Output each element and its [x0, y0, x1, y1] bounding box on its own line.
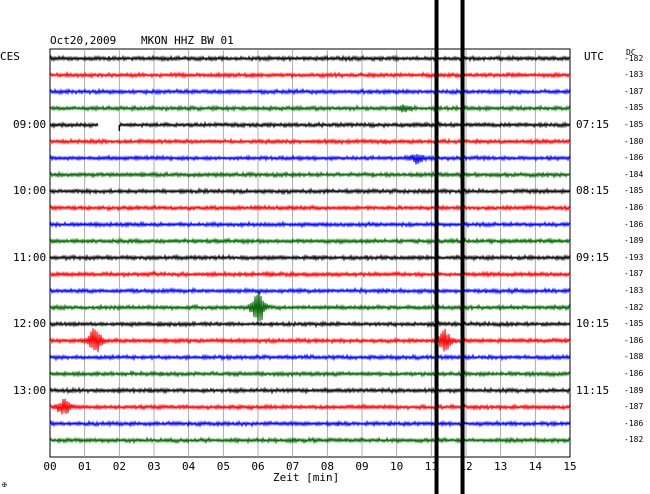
trace-line [49, 386, 571, 395]
dc-offset-label: -186 [624, 368, 644, 378]
x-tick-labels: 00 01 02 03 04 05 06 07 08 09 10 11 12 13 14 15 [43, 460, 576, 473]
trace-line [49, 137, 571, 146]
x-tick-label: 01 [78, 460, 91, 473]
right-time-label: 07:15 [576, 117, 610, 131]
station-label: MKON HHZ BW 01 [141, 34, 234, 47]
trace-line [49, 419, 571, 428]
x-tick-label: 15 [563, 460, 576, 473]
x-tick-label: 08 [321, 460, 334, 473]
trace-line [49, 120, 571, 130]
left-time-label: 10:00 [13, 184, 47, 198]
trace-line [49, 320, 571, 329]
trace-line [49, 87, 571, 96]
x-tick-label: 11 [425, 460, 438, 473]
trace-line [49, 253, 571, 262]
trace-line [49, 220, 571, 229]
dc-offset-label: -182 [624, 435, 644, 445]
dc-offset-label: -184 [624, 169, 644, 179]
dc-offset-label: -186 [624, 335, 644, 345]
dc-offset-label: -182 [624, 302, 644, 312]
dc-offset-label: -186 [624, 418, 644, 428]
dc-offset-label: -183 [624, 285, 644, 295]
vertical-markers [434, 0, 465, 494]
dc-offset-label: -183 [624, 70, 644, 80]
x-tick-label: 13 [494, 460, 507, 473]
trace-line [49, 187, 571, 196]
trace-line [49, 54, 571, 63]
trace-line [49, 286, 571, 296]
trace-line [49, 104, 571, 113]
right-time-label: 09:15 [576, 250, 610, 264]
right-time-label: 08:15 [576, 184, 610, 198]
trace-line [49, 153, 571, 165]
x-axis-label: Zeit [min] [273, 471, 340, 484]
dc-offset-label: -185 [624, 186, 644, 196]
dc-offset-label: -189 [624, 385, 644, 395]
traces [49, 54, 571, 445]
trace-line [49, 369, 571, 379]
dc-offset-label: -186 [624, 219, 644, 229]
dc-offset-label: -189 [624, 236, 644, 246]
dc-offset-label: -185 [624, 319, 644, 329]
x-tick-label: 02 [113, 460, 126, 473]
date-label: Oct20,2009 [50, 34, 117, 47]
x-tick-label: 09 [355, 460, 368, 473]
left-time-label: 11:00 [13, 250, 47, 264]
dc-offset-label: -185 [624, 119, 644, 129]
x-tick-label: 05 [217, 460, 230, 473]
dc-offset-label: -185 [624, 103, 644, 113]
trace-line [49, 398, 571, 415]
dc-offset-label: -186 [624, 202, 644, 212]
trace-line [49, 70, 571, 80]
left-time-label: 12:00 [13, 317, 47, 331]
dc-offset-label: -193 [624, 252, 644, 262]
trace-line [49, 328, 571, 353]
x-tick-label: 14 [529, 460, 543, 473]
right-time-label: 10:15 [576, 317, 610, 331]
left-timezone-label: CES [0, 50, 20, 63]
left-time-label: 13:00 [13, 383, 47, 397]
trace-line [49, 436, 571, 445]
x-tick-label: 07 [286, 460, 299, 473]
trace-line [49, 170, 571, 180]
plot-frame [49, 48, 571, 458]
trace-line [49, 203, 571, 212]
corner-mark: ✠ [2, 480, 7, 489]
dc-offset-label: -180 [624, 136, 644, 146]
x-tick-label: 12 [459, 460, 472, 473]
x-tick-label: 03 [147, 460, 160, 473]
dc-offset-label: -182 [624, 53, 644, 63]
dc-offset-label: -187 [624, 402, 644, 412]
dc-offset-label: -187 [624, 269, 644, 279]
x-tick-label: 06 [251, 460, 264, 473]
trace-line [49, 236, 571, 246]
left-time-label: 09:00 [13, 117, 47, 131]
x-tick-label: 10 [390, 460, 403, 473]
dc-offset-label: -187 [624, 86, 644, 96]
dc-offset-label: -188 [624, 352, 644, 362]
trace-line [49, 270, 571, 279]
dc-offset-label: -186 [624, 153, 644, 163]
x-tick-label: 00 [43, 460, 56, 473]
right-timezone-label: UTC [584, 50, 604, 63]
trace-line [49, 290, 571, 326]
x-tick-label: 04 [182, 460, 196, 473]
trace-line [49, 353, 571, 362]
right-time-label: 11:15 [576, 383, 610, 397]
dc-header-label: DC [626, 48, 636, 57]
